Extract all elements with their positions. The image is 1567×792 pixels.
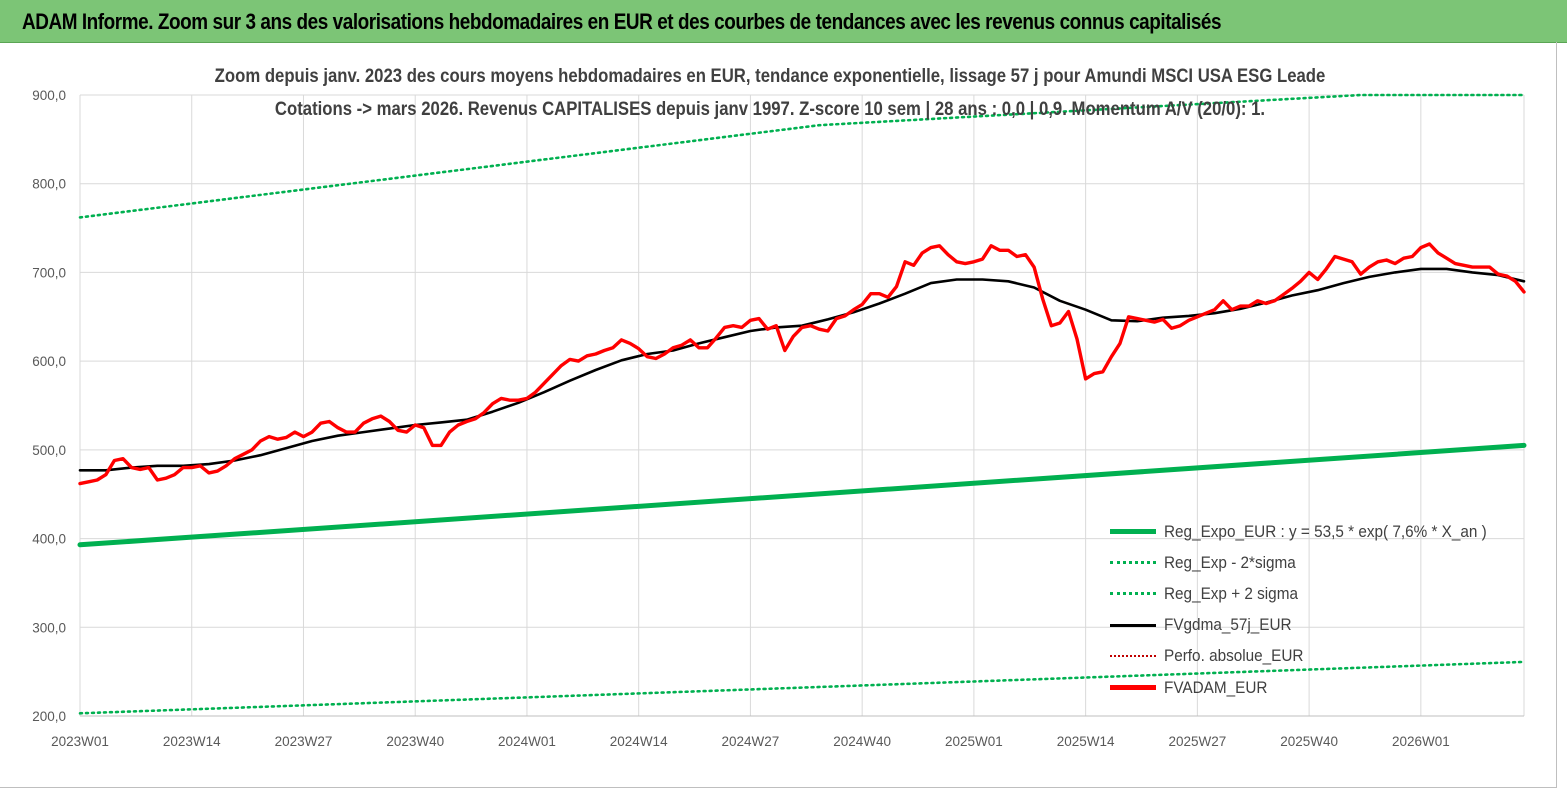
x-tick-label: 2023W01 [51, 734, 109, 749]
legend-item-reg-expo: Reg_Expo_EUR : y = 53,5 * exp( 7,6% * X_… [1110, 516, 1523, 547]
legend-item-fvgdma: FVgdma_57j_EUR [1110, 610, 1523, 641]
x-tick-label: 2023W40 [386, 734, 444, 749]
legend-swatch-reg-expo [1110, 529, 1156, 535]
legend-label-reg-minus-2sigma: Reg_Exp - 2*sigma [1164, 552, 1296, 572]
chart-legend: Reg_Expo_EUR : y = 53,5 * exp( 7,6% * X_… [1110, 516, 1523, 703]
series-reg-expo-line [77, 442, 1527, 548]
x-tick-label: 2025W14 [1057, 734, 1115, 749]
series-lines [77, 93, 1527, 715]
x-tick-label: 2025W27 [1168, 734, 1226, 749]
series-reg-minus-2sigma-line [78, 660, 1526, 715]
x-tick-label: 2024W01 [498, 734, 556, 749]
legend-label-fvadam: FVADAM_EUR [1164, 677, 1268, 697]
y-tick-label: 700,0 [32, 265, 66, 280]
series-fvgdma-line [78, 267, 1526, 472]
legend-item-reg-plus-2sigma: Reg_Exp + 2 sigma [1110, 578, 1523, 609]
legend-swatch-reg-minus-2sigma [1110, 561, 1156, 565]
y-tick-label: 400,0 [32, 532, 66, 547]
chart-frame [0, 42, 1557, 788]
legend-label-reg-plus-2sigma: Reg_Exp + 2 sigma [1164, 583, 1298, 603]
x-tick-label: 2023W14 [163, 734, 221, 749]
y-tick-label: 600,0 [32, 354, 66, 369]
legend-swatch-fvgdma [1110, 623, 1156, 627]
legend-item-fvadam: FVADAM_EUR [1110, 672, 1523, 703]
header-bar: ADAM Informe. Zoom sur 3 ans des valoris… [0, 0, 1567, 43]
grid-lines [79, 94, 1525, 717]
x-tick-label: 2026W01 [1392, 734, 1450, 749]
legend-swatch-fvadam [1110, 685, 1156, 691]
chart-subtitle: Cotations -> mars 2026. Revenus CAPITALI… [274, 99, 1266, 120]
legend-swatch-perfo [1110, 655, 1156, 658]
legend-item-reg-minus-2sigma: Reg_Exp - 2*sigma [1110, 547, 1523, 578]
series-fvadam-line [78, 242, 1526, 486]
x-tick-label: 2023W27 [275, 734, 333, 749]
y-tick-label: 200,0 [32, 709, 66, 724]
series-reg-plus-2sigma-line [78, 93, 1526, 219]
x-tick-label: 2025W40 [1280, 734, 1338, 749]
y-tick-label: 800,0 [32, 177, 66, 192]
legend-item-perfo: Perfo. absolue_EUR [1110, 641, 1523, 672]
y-tick-label: 900,0 [32, 88, 66, 103]
x-axis-ticks: 2023W01 2023W14 2023W27 2023W40 2024W01 2024W… [51, 734, 1450, 749]
legend-label-fvgdma: FVgdma_57j_EUR [1164, 615, 1292, 635]
x-tick-label: 2025W01 [945, 734, 1003, 749]
chart-title: Zoom depuis janv. 2023 des cours moyens … [214, 66, 1326, 87]
y-axis-ticks: 200,0 300,0 400,0 500,0 600,0 700,0 800,0 900,0 [32, 88, 66, 724]
y-tick-label: 500,0 [32, 443, 66, 458]
x-tick-label: 2024W27 [722, 734, 780, 749]
header-title: ADAM Informe. Zoom sur 3 ans des valoris… [22, 9, 1222, 34]
legend-label-reg-expo: Reg_Expo_EUR : y = 53,5 * exp( 7,6% * X_… [1164, 521, 1487, 541]
y-tick-label: 300,0 [32, 620, 66, 635]
x-tick-label: 2024W14 [610, 734, 668, 749]
legend-swatch-reg-plus-2sigma [1110, 592, 1156, 596]
legend-label-perfo: Perfo. absolue_EUR [1164, 646, 1304, 666]
x-tick-label: 2024W40 [833, 734, 891, 749]
